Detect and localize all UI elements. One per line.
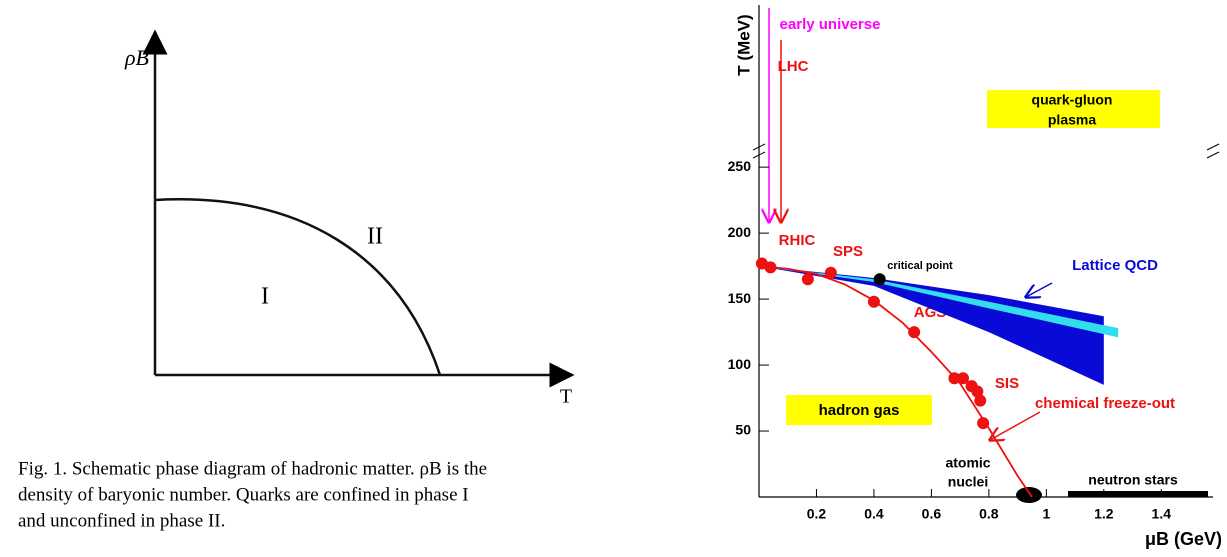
curve	[758, 265, 1033, 498]
point	[873, 273, 886, 286]
y-tick-label: 100	[728, 356, 752, 372]
annotation: early universe	[780, 16, 881, 33]
point	[957, 372, 970, 385]
phase-boundary	[154, 198, 442, 376]
x-tick-label: 1.2	[1094, 506, 1114, 522]
x-tick-label: 0.2	[807, 506, 827, 522]
y-tick-label: 150	[728, 290, 752, 306]
y-tick-label: 50	[735, 422, 751, 438]
atomic-nuclei-marker	[1016, 487, 1042, 503]
caption: Fig. 1. Schematic phase diagram of hadro…	[18, 458, 487, 479]
region-label: II	[367, 224, 383, 250]
region-label: I	[261, 284, 269, 310]
annotation: hadron gas	[819, 402, 900, 419]
annotation: plasma	[1048, 112, 1096, 128]
x-tick-label: 0.6	[922, 506, 942, 522]
y-tick-label: 200	[728, 224, 752, 240]
y-axis-label: ρB	[124, 45, 149, 70]
label-box	[786, 395, 932, 425]
x-axis-label: μB (GeV)	[1145, 529, 1222, 549]
arrow	[990, 411, 1041, 440]
annotation: LHC	[778, 58, 809, 75]
x-tick-label: 0.4	[864, 506, 884, 522]
annotation: SIS	[995, 375, 1019, 392]
point	[974, 394, 987, 407]
x-tick-label: 1.4	[1152, 506, 1172, 522]
point	[764, 261, 777, 274]
point	[977, 417, 990, 430]
series-label: chemical freeze-out	[1035, 395, 1175, 412]
axis-break	[752, 143, 1220, 159]
point	[867, 295, 880, 308]
series-label: critical point	[887, 260, 953, 272]
x-axis-label: T	[560, 386, 572, 408]
x-tick-label: 0.8	[979, 506, 999, 522]
point	[971, 385, 984, 398]
arrow	[1026, 282, 1053, 297]
phase-diagram: T (MeV) μB (GeV) quark-gluon plasma hadr…	[728, 5, 1222, 549]
annotation: nuclei	[948, 474, 988, 490]
x-tick-label: 1	[1042, 506, 1050, 522]
annotation: neutron stars	[1088, 472, 1178, 488]
band	[759, 266, 1104, 385]
annotation: RHIC	[779, 232, 816, 249]
caption: density of baryonic number. Quarks are c…	[18, 484, 469, 505]
point	[824, 266, 837, 279]
series-label: Lattice QCD	[1072, 257, 1158, 274]
point	[801, 273, 814, 286]
point	[948, 372, 961, 385]
label-box	[987, 90, 1160, 128]
caption: and unconfined in phase II.	[18, 510, 225, 531]
annotation: SPS	[833, 243, 863, 260]
y-axis-label: T (MeV)	[734, 14, 753, 75]
y-tick-label: 250	[728, 158, 752, 174]
neutron-star-region	[1068, 491, 1208, 497]
point	[908, 326, 921, 339]
annotation: quark-gluon	[1032, 92, 1113, 108]
annotation: atomic	[945, 455, 990, 471]
schematic: ρB T I II Fig. 1. Schematic phase diagra…	[18, 29, 575, 531]
